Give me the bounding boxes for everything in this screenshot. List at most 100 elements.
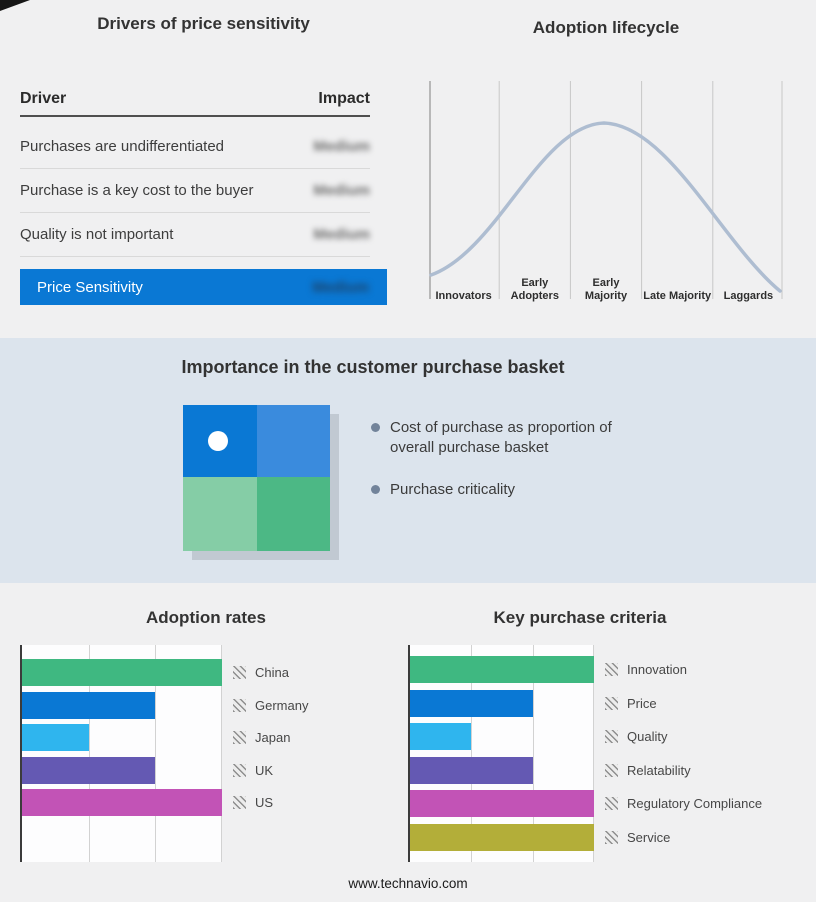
legend-label: UK xyxy=(255,762,274,778)
hatch-swatch-icon xyxy=(605,730,618,743)
gridline xyxy=(471,645,473,862)
stage-label-early-adopters: Early Adopters xyxy=(510,277,559,303)
adoption-rates-bars xyxy=(22,645,222,816)
stage-label-early-majority: Early Majority xyxy=(584,277,628,303)
gridline xyxy=(593,645,594,862)
bullet-text: Purchase criticality xyxy=(390,480,516,498)
adoption-rates-plot xyxy=(20,645,222,862)
price-sensitivity-label: Price Sensitivity xyxy=(37,278,143,296)
impact-value-blurred: Medium xyxy=(313,182,370,199)
driver-name: Purchase is a key cost to the buyer xyxy=(20,182,254,199)
matrix-quadrant-bottom-left xyxy=(183,477,257,551)
legend-label: Quality xyxy=(627,729,668,744)
position-marker-dot xyxy=(208,431,228,451)
adoption-rates-panel: Adoption rates China Germany xyxy=(20,600,392,875)
basket-title: Importance in the customer purchase bask… xyxy=(181,357,565,377)
stage-label-laggards: Laggards xyxy=(723,290,774,303)
legend-item-service: Service xyxy=(605,824,762,851)
stage-label-innovators: Innovators xyxy=(435,290,492,303)
bar-us xyxy=(22,789,222,816)
bar-uk xyxy=(22,756,156,784)
price-sensitivity-impact-blurred: Medium xyxy=(312,278,369,296)
legend-item-relatability: Relatability xyxy=(605,757,762,784)
bell-curve-line xyxy=(429,121,782,293)
drivers-table-header: Driver Impact xyxy=(20,90,370,117)
matrix-quadrant-bottom-right xyxy=(257,477,330,551)
key-purchase-criteria-bars xyxy=(410,645,594,851)
legend-item-price: Price xyxy=(605,690,762,717)
bar-china xyxy=(22,659,222,686)
purchase-basket-matrix xyxy=(183,405,330,551)
legend-item-japan: Japan xyxy=(233,724,308,751)
bell-curve-svg xyxy=(429,81,783,299)
bullet-text: Cost of purchase as proportion of overal… xyxy=(390,419,612,456)
drivers-title: Drivers of price sensitivity xyxy=(97,14,310,33)
adoption-rates-title: Adoption rates xyxy=(146,608,266,627)
bar-innovation xyxy=(410,656,594,683)
matrix-quadrant-top-right xyxy=(257,405,330,477)
legend-item-uk: UK xyxy=(233,757,308,784)
impact-value-blurred: Medium xyxy=(313,226,370,243)
hatch-swatch-icon xyxy=(233,796,246,809)
drivers-panel: Drivers of price sensitivity Driver Impa… xyxy=(20,14,387,305)
gridline xyxy=(155,645,157,862)
lifecycle-stage-labels: Innovators Early Adopters Early Majority… xyxy=(428,269,784,303)
bullet-item-1: Purchase criticality xyxy=(371,480,639,500)
legend-label: Relatability xyxy=(627,762,691,778)
gridline xyxy=(532,645,534,862)
bar-relatability xyxy=(410,756,533,784)
key-purchase-criteria-plot xyxy=(408,645,594,862)
drivers-table-body: Purchases are undifferentiated Medium Pu… xyxy=(20,125,387,257)
legend-label: Service xyxy=(627,829,671,845)
hatch-swatch-icon xyxy=(605,830,618,844)
legend-label: Japan xyxy=(255,730,291,745)
driver-column-header: Driver xyxy=(20,90,67,107)
legend-label: Germany xyxy=(255,697,309,713)
key-purchase-criteria-legend: Innovation Price Quality Relatability Re… xyxy=(605,645,762,857)
matrix-quadrant-top-left xyxy=(183,405,257,477)
bullet-icon xyxy=(371,423,380,432)
lifecycle-chart: Innovators Early Adopters Early Majority… xyxy=(428,81,784,303)
hatch-swatch-icon xyxy=(605,797,618,810)
gridline xyxy=(221,645,222,862)
hatch-swatch-icon xyxy=(233,666,246,679)
key-purchase-criteria-panel: Key purchase criteria Innovation Price xyxy=(408,600,762,875)
legend-item-china: China xyxy=(233,659,308,686)
driver-name: Quality is not important xyxy=(20,226,174,243)
driver-row-2: Quality is not important Medium xyxy=(20,213,370,257)
hatch-swatch-icon xyxy=(605,763,618,777)
legend-item-innovation: Innovation xyxy=(605,656,762,683)
legend-label: Regulatory Compliance xyxy=(627,796,763,811)
footer-url: www.technavio.com xyxy=(348,876,468,891)
bar-germany xyxy=(22,691,156,719)
legend-item-quality: Quality xyxy=(605,723,762,750)
legend-item-germany: Germany xyxy=(233,692,308,719)
adoption-rates-legend: China Germany Japan UK US xyxy=(233,645,308,822)
lifecycle-title: Adoption lifecycle xyxy=(532,18,680,37)
hatch-swatch-icon xyxy=(233,698,246,712)
legend-item-regulatory-compliance: Regulatory Compliance xyxy=(605,790,762,817)
bullet-icon xyxy=(371,484,380,494)
gridline xyxy=(88,645,90,862)
price-sensitivity-bar: Price Sensitivity Medium xyxy=(20,269,387,305)
driver-row-1: Purchase is a key cost to the buyer Medi… xyxy=(20,169,370,213)
hatch-swatch-icon xyxy=(605,696,618,710)
lifecycle-panel: Adoption lifecycle Innovators Early Adop… xyxy=(428,14,784,324)
impact-value-blurred: Medium xyxy=(313,138,370,155)
legend-label: China xyxy=(255,665,289,680)
driver-row-0: Purchases are undifferentiated Medium xyxy=(20,125,370,169)
bullet-item-0: Cost of purchase as proportion of overal… xyxy=(371,418,639,458)
stage-label-late-majority: Late Majority xyxy=(643,290,712,303)
basket-panel: Importance in the customer purchase bask… xyxy=(0,338,816,583)
legend-label: Innovation xyxy=(627,662,687,677)
legend-item-us: US xyxy=(233,789,308,816)
hatch-swatch-icon xyxy=(605,663,618,676)
bar-price xyxy=(410,689,533,717)
driver-name: Purchases are undifferentiated xyxy=(20,138,225,155)
basket-bullet-list: Cost of purchase as proportion of overal… xyxy=(371,418,639,521)
bar-regulatory-compliance xyxy=(410,790,594,817)
bar-quality xyxy=(410,723,472,750)
hatch-swatch-icon xyxy=(233,763,246,777)
corner-accent xyxy=(0,0,30,11)
